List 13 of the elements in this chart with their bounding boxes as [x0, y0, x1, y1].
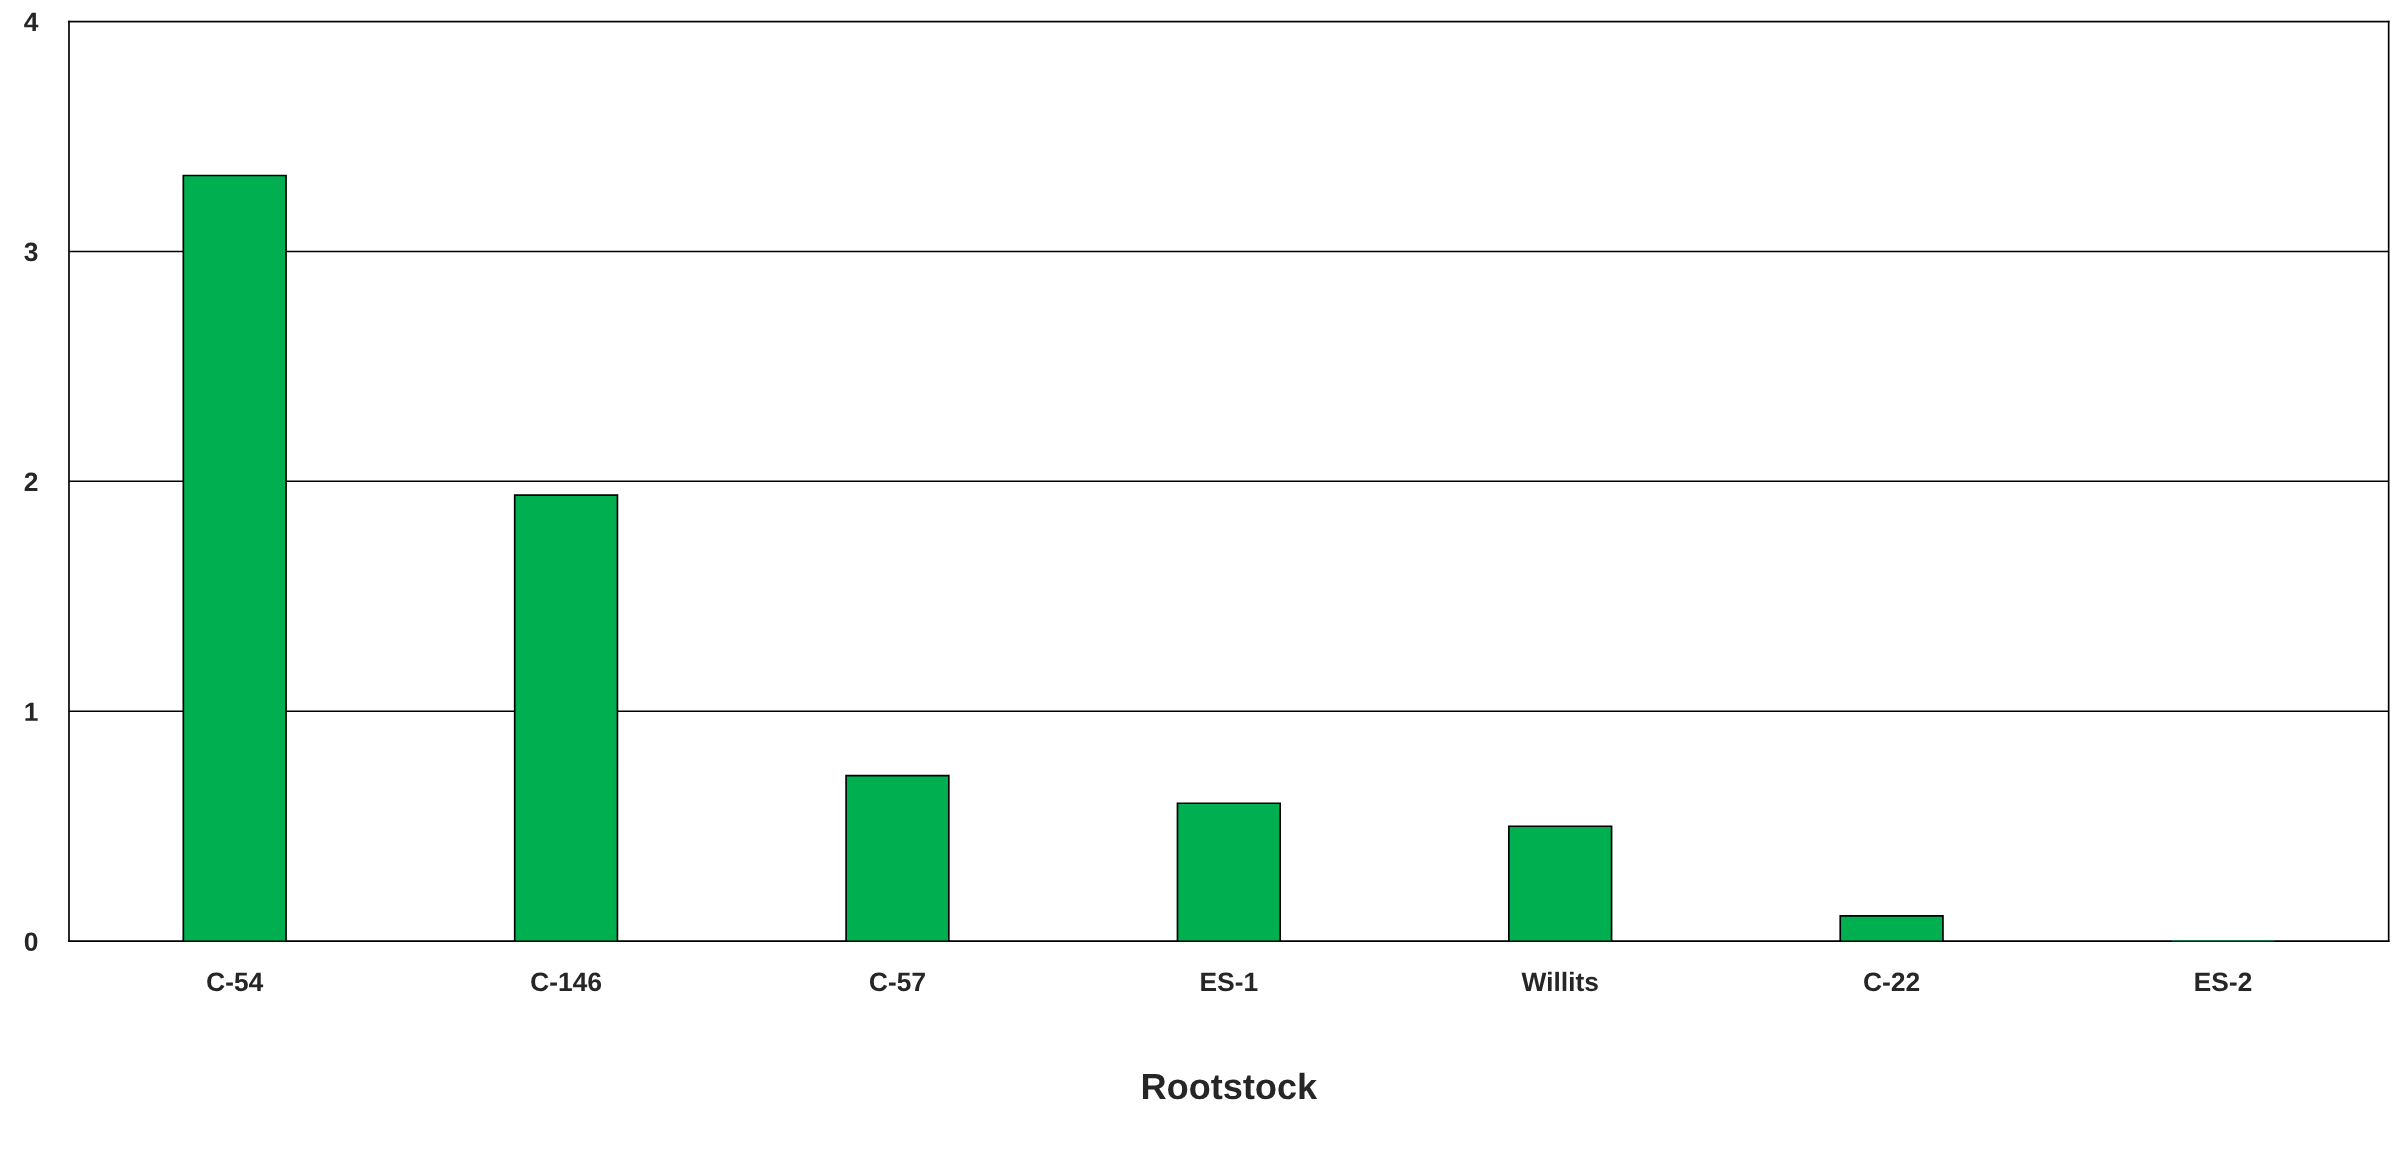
y-tick-label: 3 — [24, 242, 38, 262]
x-tick-label: ES-2 — [2195, 972, 2252, 992]
x-tick-label: ES-1 — [1201, 972, 1258, 992]
x-tick-label: C-22 — [1864, 972, 1920, 992]
x-tick-label: C-146 — [531, 972, 602, 992]
x-tick-label: C-54 — [207, 972, 264, 992]
y-tick-label: 4 — [24, 12, 39, 32]
y-tick-label: 1 — [25, 702, 38, 721]
y-tick-label: 2 — [24, 472, 38, 491]
x-tick-label: C-57 — [869, 972, 925, 992]
x-axis-title: Rootstock — [1142, 1072, 1318, 1100]
y-tick-label: 0 — [24, 932, 38, 952]
x-tick-label: Willits — [1521, 971, 1598, 992]
